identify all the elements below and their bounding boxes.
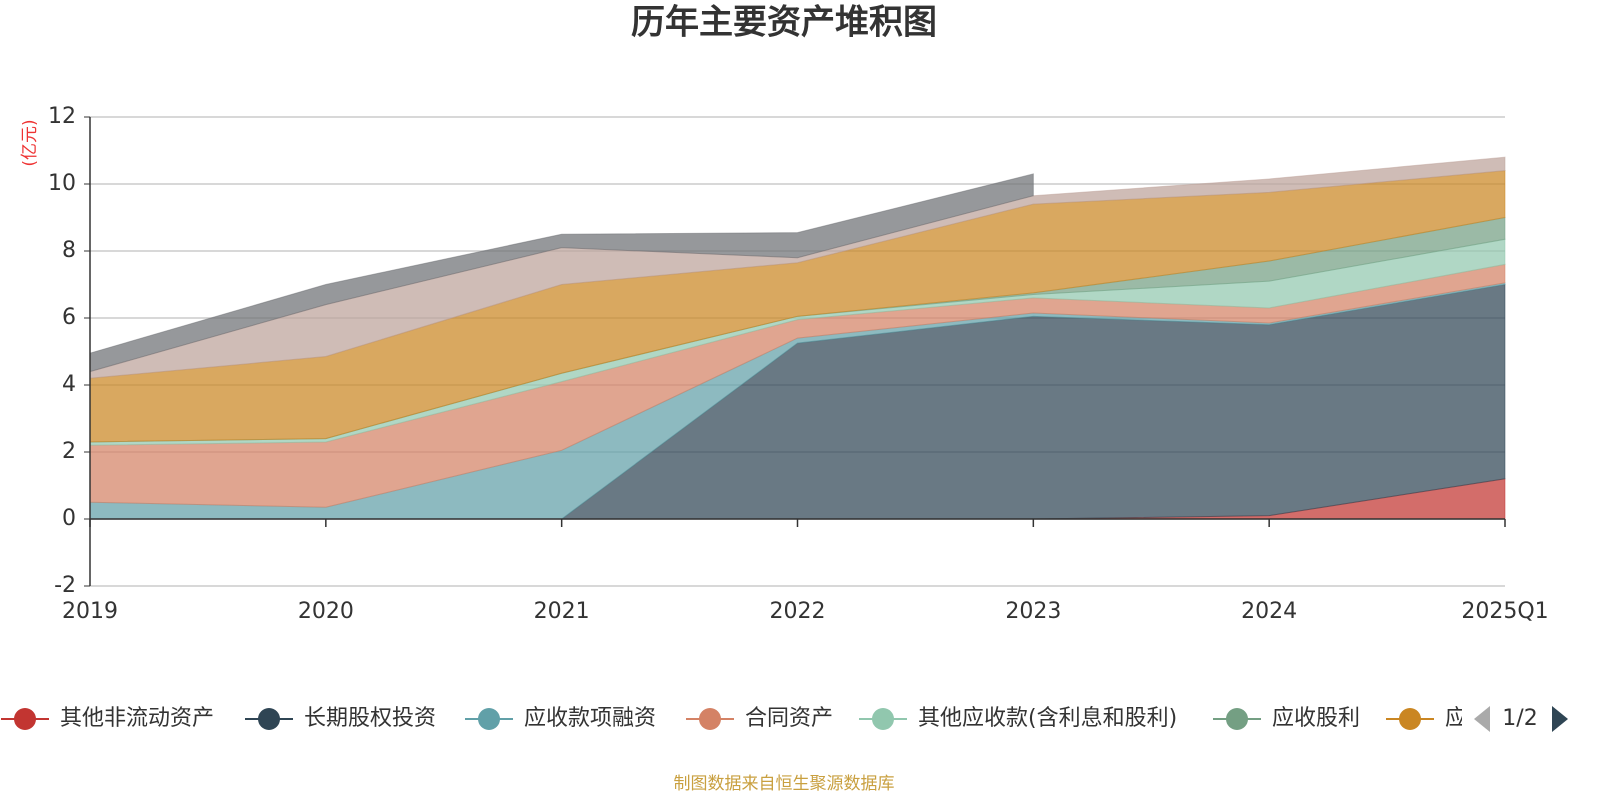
legend-marker [699, 708, 721, 730]
y-tick-label: 0 [62, 506, 76, 531]
x-tick-label: 2024 [1241, 599, 1297, 624]
x-tick-label: 2025Q1 [1461, 599, 1548, 624]
y-tick-label: 6 [62, 305, 76, 330]
legend-label[interactable]: 其他非流动资产 [60, 706, 214, 731]
x-tick-label: 2019 [62, 599, 118, 624]
legend-marker [258, 708, 280, 730]
y-tick-label: 10 [48, 171, 76, 196]
legend-marker [1226, 708, 1248, 730]
chart-title: 历年主要资产堆积图 [631, 3, 937, 43]
legend-page: 1/2 [1502, 706, 1537, 731]
y-tick-label: -2 [54, 573, 76, 598]
x-tick-label: 2021 [534, 599, 590, 624]
legend: 其他非流动资产 长期股权投资 应收款项融资 合同资产 其他应收款(含利息和股利) 应收股利… [1, 706, 1533, 731]
y-axis-label: (亿元) [20, 119, 40, 166]
x-tick-label: 2023 [1005, 599, 1061, 624]
area [89, 173, 1034, 373]
legend-label[interactable]: 应收款项融资 [524, 706, 656, 731]
legend-marker [1399, 708, 1421, 730]
legend-label[interactable]: 长期股权投资 [304, 706, 436, 731]
legend-prev[interactable] [1474, 706, 1490, 732]
legend-marker [478, 708, 500, 730]
x-tick-label: 2020 [298, 599, 354, 624]
y-tick-label: 2 [62, 439, 76, 464]
legend-marker [14, 708, 36, 730]
x-tick-label: 2022 [770, 599, 826, 624]
legend-next[interactable] [1552, 706, 1568, 732]
legend-label[interactable]: 应收股利 [1272, 706, 1360, 731]
y-tick-label: 4 [62, 372, 76, 397]
legend-label[interactable]: 其他应收款(含利息和股利) [918, 706, 1177, 731]
legend-label[interactable]: 应收账款 [1445, 706, 1533, 731]
legend-marker [872, 708, 894, 730]
y-tick-label: 12 [48, 104, 76, 129]
y-tick-label: 8 [62, 238, 76, 263]
legend-label[interactable]: 合同资产 [745, 706, 833, 731]
source-note: 制图数据来自恒生聚源数据库 [674, 774, 895, 794]
